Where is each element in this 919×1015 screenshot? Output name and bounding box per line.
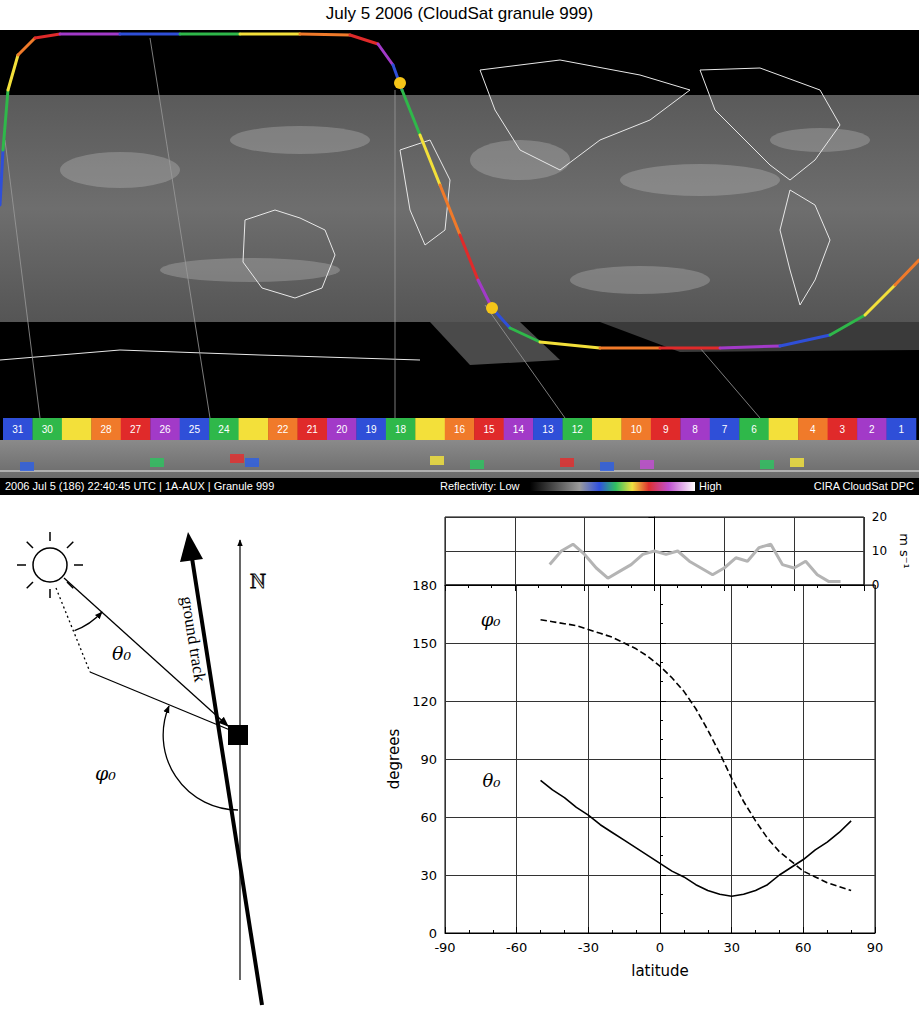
svg-text:N: N bbox=[250, 568, 266, 593]
svg-text:-90: -90 bbox=[434, 940, 455, 955]
svg-text:25: 25 bbox=[189, 424, 201, 435]
svg-text:Reflectivity: Low: Reflectivity: Low bbox=[440, 480, 520, 492]
svg-text:m s⁻¹: m s⁻¹ bbox=[897, 533, 912, 569]
svg-text:3: 3 bbox=[840, 424, 846, 435]
svg-text:150: 150 bbox=[412, 636, 437, 651]
svg-text:2: 2 bbox=[869, 424, 875, 435]
svg-text:9: 9 bbox=[663, 424, 669, 435]
svg-text:15: 15 bbox=[483, 424, 495, 435]
svg-text:0: 0 bbox=[656, 940, 664, 955]
svg-text:2006 Jul 5 (186) 22:40:45 UTC: 2006 Jul 5 (186) 22:40:45 UTC | 1A-AUX |… bbox=[5, 480, 274, 492]
svg-text:90: 90 bbox=[867, 940, 884, 955]
svg-text:High: High bbox=[699, 480, 722, 492]
svg-text:φ₀: φ₀ bbox=[481, 609, 501, 630]
svg-text:31: 31 bbox=[12, 424, 24, 435]
svg-text:latitude: latitude bbox=[631, 962, 689, 980]
svg-text:13: 13 bbox=[542, 424, 554, 435]
svg-text:30: 30 bbox=[723, 940, 740, 955]
svg-text:10: 10 bbox=[631, 424, 643, 435]
svg-text:26: 26 bbox=[159, 424, 171, 435]
svg-text:-60: -60 bbox=[506, 940, 527, 955]
svg-text:16: 16 bbox=[454, 424, 466, 435]
svg-text:θ₀: θ₀ bbox=[482, 770, 500, 791]
svg-text:1: 1 bbox=[899, 424, 905, 435]
svg-text:degrees: degrees bbox=[385, 729, 403, 790]
svg-text:120: 120 bbox=[412, 694, 437, 709]
svg-text:20: 20 bbox=[336, 424, 348, 435]
svg-text:12: 12 bbox=[572, 424, 584, 435]
svg-text:7: 7 bbox=[722, 424, 728, 435]
svg-text:φ₀: φ₀ bbox=[95, 762, 116, 784]
svg-text:24: 24 bbox=[218, 424, 230, 435]
svg-text:90: 90 bbox=[420, 752, 437, 767]
svg-text:4: 4 bbox=[810, 424, 816, 435]
svg-text:180: 180 bbox=[412, 578, 437, 593]
svg-text:14: 14 bbox=[513, 424, 525, 435]
svg-text:30: 30 bbox=[42, 424, 54, 435]
svg-text:0: 0 bbox=[872, 578, 880, 592]
svg-text:CIRA CloudSat DPC: CIRA CloudSat DPC bbox=[814, 480, 914, 492]
svg-text:18: 18 bbox=[395, 424, 407, 435]
svg-text:ground track: ground track bbox=[177, 595, 209, 684]
svg-text:60: 60 bbox=[420, 810, 437, 825]
svg-text:60: 60 bbox=[795, 940, 812, 955]
svg-text:30: 30 bbox=[420, 868, 437, 883]
svg-text:22: 22 bbox=[277, 424, 289, 435]
svg-text:21: 21 bbox=[307, 424, 319, 435]
html-text:July 5 2006 (CloudSat granule: July 5 2006 (CloudSat granule 999) bbox=[325, 4, 594, 23]
svg-text:20: 20 bbox=[872, 510, 887, 524]
svg-text:-30: -30 bbox=[578, 940, 599, 955]
svg-text:27: 27 bbox=[130, 424, 142, 435]
svg-text:6: 6 bbox=[751, 424, 757, 435]
svg-text:19: 19 bbox=[366, 424, 378, 435]
svg-text:θ₀: θ₀ bbox=[112, 642, 131, 664]
svg-text:8: 8 bbox=[692, 424, 698, 435]
svg-text:28: 28 bbox=[101, 424, 113, 435]
svg-text:0: 0 bbox=[429, 926, 437, 941]
svg-text:10: 10 bbox=[872, 544, 887, 558]
